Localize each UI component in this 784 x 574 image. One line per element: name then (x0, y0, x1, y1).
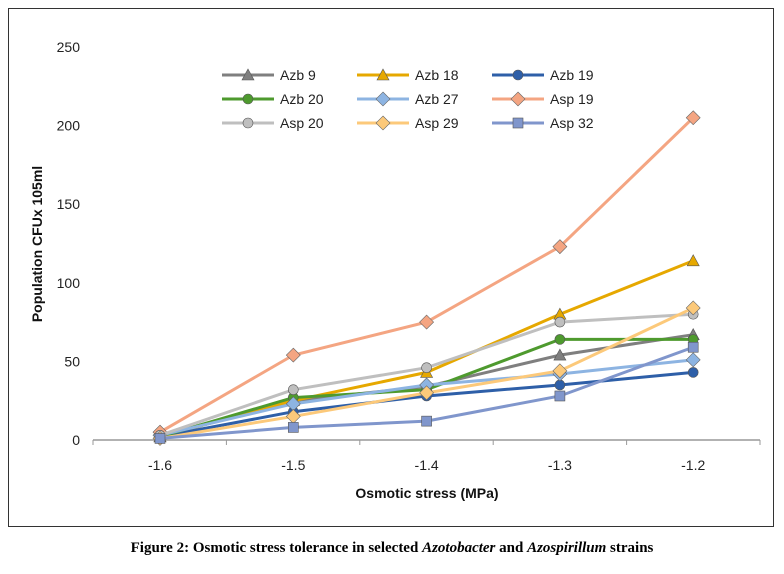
data-point (419, 385, 435, 401)
legend-marker (376, 68, 390, 81)
x-tick-label: -1.3 (548, 457, 572, 473)
legend-label: Asp 19 (550, 91, 594, 107)
x-tick-label: -1.2 (681, 457, 705, 473)
caption-text: strains (606, 540, 654, 556)
data-point (419, 314, 435, 330)
legend-marker (510, 91, 526, 107)
y-tick-label: 100 (57, 275, 81, 291)
data-point (687, 341, 699, 353)
data-point (554, 390, 566, 402)
legend-label: Azb 27 (415, 91, 459, 107)
x-tick-label: -1.6 (148, 457, 172, 473)
data-point (287, 384, 299, 395)
legend-marker (375, 91, 391, 107)
series-line (159, 259, 694, 439)
legend-marker (242, 117, 254, 129)
data-point (686, 254, 700, 267)
x-tick-label: -1.5 (281, 457, 305, 473)
chart-frame (8, 8, 774, 527)
data-point (687, 367, 699, 378)
figure-caption: Figure 2: Osmotic stress tolerance in se… (0, 540, 784, 557)
y-tick-label: 200 (57, 118, 81, 134)
x-tick-label: -1.4 (415, 457, 439, 473)
data-point (553, 348, 567, 361)
legend-marker (242, 93, 254, 105)
data-point (552, 363, 568, 379)
data-point (552, 239, 568, 255)
legend-label: Azb 19 (550, 67, 594, 83)
caption-genus-1: Azotobacter (422, 540, 496, 556)
caption-text: and (495, 540, 528, 556)
legend-marker (241, 68, 255, 81)
data-point (685, 352, 701, 368)
y-tick-label: 0 (72, 432, 80, 448)
data-point (685, 300, 701, 316)
data-point (554, 334, 566, 345)
y-axis-label: Population CFUx 105ml (29, 166, 45, 322)
legend-label: Asp 29 (415, 115, 459, 131)
y-tick-label: 150 (57, 196, 81, 212)
legend-label: Azb 18 (415, 67, 459, 83)
legend-marker (512, 117, 524, 129)
legend-label: Azb 9 (280, 67, 316, 83)
y-tick-label: 250 (57, 39, 81, 55)
legend-label: Asp 20 (280, 115, 324, 131)
data-point (154, 433, 166, 444)
data-point (685, 110, 701, 126)
data-point (554, 316, 566, 328)
data-point (554, 379, 566, 391)
caption-text: Figure 2: Osmotic stress tolerance in se… (130, 540, 423, 556)
caption-genus-2: Azospirillum (527, 540, 607, 556)
data-point (285, 347, 301, 363)
legend-marker (375, 115, 391, 131)
y-tick-label: 50 (64, 353, 80, 369)
x-axis-label: Osmotic stress (MPa) (355, 485, 498, 501)
data-point (421, 415, 432, 427)
legend-marker (512, 69, 524, 81)
legend-label: Azb 20 (280, 91, 324, 107)
data-point (287, 422, 299, 433)
data-point (421, 362, 432, 373)
legend-label: Asp 32 (550, 115, 594, 131)
